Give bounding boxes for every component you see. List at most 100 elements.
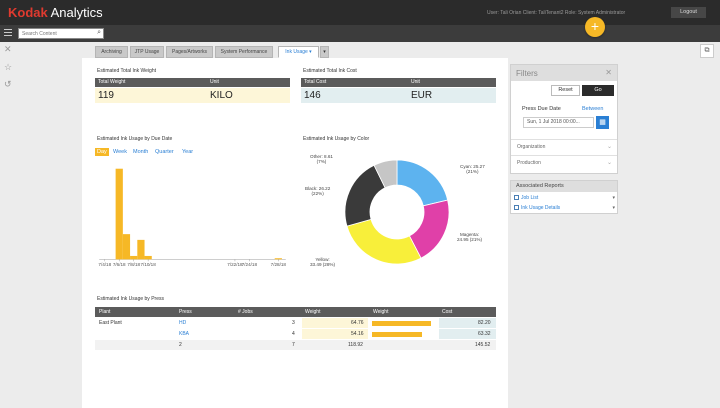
period-quarter[interactable]: Quarter [155,149,174,155]
col-jobs: # Jobs [238,309,253,315]
donut-slice-cyan [396,159,449,207]
table-row[interactable]: KBA 4 54.16 63.32 [95,329,496,339]
calendar-icon[interactable]: ▦ [596,116,609,129]
col-weight: Weight [305,309,321,315]
pie-label-cyan: Cyan: 25.27 (21%) [460,164,485,174]
tab-jtp-usage[interactable]: JTP Usage [130,46,164,58]
add-button[interactable]: + [585,17,605,37]
x-tick-label: 7/28/18 [271,262,287,267]
organization-label: Organization [517,144,546,150]
due-date-bar-chart: 7/4/18 7/6/18 7/8/18 7/10/18 7/22/18 7/24/18 7… [98,168,287,267]
weight-cell-bg [302,329,368,339]
filters-title: Filters [516,69,538,78]
close-icon[interactable]: ✕ [4,44,12,54]
tab-pages-artworks[interactable]: Pages/Artworks [166,46,213,58]
report-link-label: Job List [521,195,539,201]
logout-button[interactable]: Logout [671,7,706,18]
organization-filter[interactable]: Organization ⌄ [511,139,617,153]
period-year[interactable]: Year [182,149,194,155]
search-icon[interactable]: ⌕ [97,29,101,36]
row-weight-bar [372,331,422,337]
col-cost: Cost [442,309,453,315]
star-icon[interactable]: ☆ [4,62,13,72]
color-donut-chart: Cyan: 25.27 (21%) Magenta: 24.95 (21%) Y… [305,147,490,272]
pie-label-yellow: Yellow: 33.49 (28%) [310,257,336,267]
production-filter[interactable]: Production ⌄ [511,155,617,169]
report-icon [514,195,519,200]
table-total-row: 2 7 118.92 145.52 [95,340,496,350]
report-link-job-list[interactable]: Job List ▾ [514,194,616,203]
date-field[interactable]: Sun, 1 Jul 2018 00:00... [523,117,594,128]
bookmark-icon[interactable]: ⧉ [700,44,714,58]
row-jobs: 3 [292,320,295,326]
press-due-date-label: Press Due Date [522,106,561,112]
row-weight-bar [372,320,432,326]
report-link-ink-usage-details[interactable]: Ink Usage Details ▾ [514,204,616,213]
chevron-down-icon: ⌄ [606,160,612,166]
chevron-down-icon: ⌄ [606,144,612,150]
period-month[interactable]: Month [133,149,149,155]
filters-header: Filters ✕ [511,65,617,81]
report-link-label: Ink Usage Details [521,205,561,211]
pie-label-black: Black: 26.22 (22%) [305,186,331,196]
bar [130,255,138,260]
sub-bar [0,25,720,42]
row-plant: East Plant [99,320,122,326]
tab-system-performance[interactable]: System Performance [215,46,273,58]
x-tick-label: 7/22/18 [227,262,243,267]
associated-reports-panel: Associated Reports Job List ▾ Ink Usage … [510,180,618,214]
weight-value-row: 119 KILO [95,88,290,103]
total-cost: 145.52 [475,342,491,348]
x-tick-label: 7/6/18 [113,262,126,267]
filters-panel: Filters ✕ Reset Go Press Due Date Betwee… [510,64,618,174]
go-button[interactable]: Go [582,85,614,96]
cost-col-unit: Unit [411,79,420,85]
weight-col-total: Total Weight [98,79,126,85]
production-label: Production [517,160,541,166]
date-mode-link[interactable]: Between [582,106,604,112]
cost-panel-title: Estimated Total Ink Cost [303,68,357,74]
search-input[interactable] [19,29,93,38]
reset-button[interactable]: Reset [551,85,580,96]
app-logo[interactable]: Kodak Analytics [8,5,103,20]
cost-unit-value: EUR [411,90,433,101]
cost-value-row: 146 EUR [301,88,496,103]
row-press-link[interactable]: KBA [179,331,190,337]
bar [122,234,131,260]
color-chart-title: Estimated Ink Usage by Color [303,136,370,142]
donut-slice-yellow [346,218,422,265]
tab-ink-usage[interactable]: Ink Usage ▾ [278,46,319,58]
associated-reports-title: Associated Reports [511,181,617,192]
total-weight-value: 119 [98,90,114,101]
tabs-overflow-button[interactable]: ▾ [320,46,329,58]
total-cost-value: 146 [304,90,321,101]
history-icon[interactable]: ↺ [4,79,12,89]
table-row[interactable]: East Plant HD 3 64.76 82.20 [95,318,496,328]
period-week[interactable]: Week [113,149,127,155]
period-day[interactable]: Day [95,148,109,156]
cost-table-header: Total Cost Unit [301,78,496,87]
cost-col-total: Total Cost [304,79,327,85]
row-press-link[interactable]: HD [179,320,187,326]
row-cost: 82.20 [478,320,491,326]
pie-label-magenta: Magenta: 24.95 (21%) [457,232,483,242]
total-weight: 118.92 [348,342,363,348]
cost-cell-bg [439,329,496,339]
col-press: Press [179,309,192,315]
col-plant: Plant [99,309,111,315]
x-tick-label: 7/8/18 [127,262,140,267]
close-icon[interactable]: ✕ [605,68,612,77]
hamburger-menu-icon[interactable] [4,29,12,36]
weight-panel-title: Estimated Total Ink Weight [97,68,157,74]
report-icon [514,205,519,210]
search-box: ⌕ [18,28,104,39]
row-jobs: 4 [292,331,295,337]
cost-cell-bg [439,318,496,328]
weight-col-unit: Unit [210,79,219,85]
row-weight: 54.16 [351,331,364,337]
table-header: Plant Press # Jobs Weight Weight Cost [95,307,496,317]
x-tick-label: 7/10/18 [141,262,157,267]
due-date-chart-title: Estimated Ink Usage by Due Date [97,136,173,142]
x-tick-label: 7/4/18 [98,262,111,267]
tab-archiving[interactable]: Archiving [95,46,128,58]
